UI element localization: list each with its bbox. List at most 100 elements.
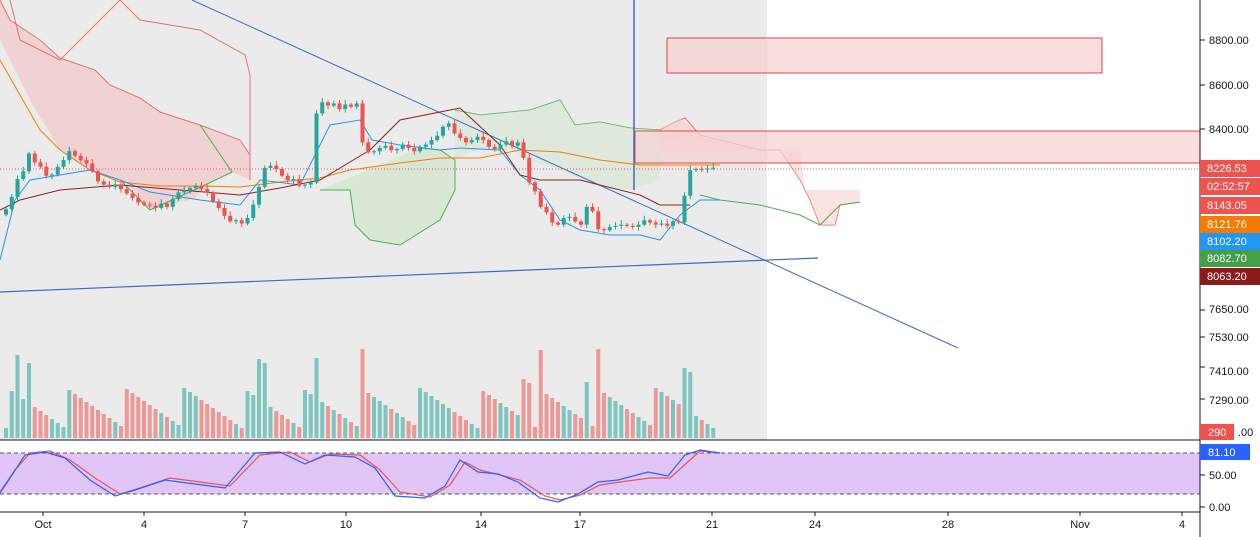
candle-body[interactable] bbox=[533, 182, 537, 192]
candle-body[interactable] bbox=[142, 202, 146, 205]
candle-body[interactable] bbox=[4, 209, 8, 215]
candle-body[interactable] bbox=[343, 104, 348, 109]
candle-body[interactable] bbox=[27, 153, 31, 172]
candle-body[interactable] bbox=[331, 103, 336, 106]
candle-body[interactable] bbox=[636, 224, 641, 227]
candle-body[interactable] bbox=[492, 146, 497, 150]
candle-body[interactable] bbox=[584, 206, 589, 225]
candle-body[interactable] bbox=[44, 166, 49, 176]
candle-body[interactable] bbox=[510, 141, 514, 146]
candle-body[interactable] bbox=[579, 221, 583, 225]
candle-body[interactable] bbox=[308, 182, 313, 185]
candle-body[interactable] bbox=[498, 144, 503, 150]
candle-body[interactable] bbox=[665, 223, 670, 226]
candle-body[interactable] bbox=[688, 170, 693, 196]
candle-body[interactable] bbox=[423, 144, 428, 147]
candle-body[interactable] bbox=[412, 147, 417, 152]
candle-body[interactable] bbox=[366, 142, 371, 153]
candle-body[interactable] bbox=[50, 174, 54, 176]
candle-body[interactable] bbox=[671, 221, 675, 226]
candle-body[interactable] bbox=[153, 205, 158, 208]
candle-body[interactable] bbox=[435, 135, 440, 141]
candle-body[interactable] bbox=[567, 216, 572, 218]
candle-body[interactable] bbox=[176, 192, 181, 200]
candle-body[interactable] bbox=[274, 165, 279, 170]
candle-body[interactable] bbox=[648, 220, 652, 223]
candle-body[interactable] bbox=[320, 102, 325, 114]
candle-body[interactable] bbox=[400, 144, 405, 150]
candle-body[interactable] bbox=[481, 136, 486, 141]
candle-body[interactable] bbox=[268, 165, 273, 168]
descending-trendline[interactable] bbox=[191, 0, 959, 349]
candle-body[interactable] bbox=[32, 153, 37, 163]
candle-body[interactable] bbox=[372, 151, 376, 153]
candle-body[interactable] bbox=[458, 133, 463, 138]
candle-body[interactable] bbox=[193, 185, 198, 188]
candle-body[interactable] bbox=[61, 160, 66, 167]
candle-body[interactable] bbox=[119, 184, 123, 190]
candle-body[interactable] bbox=[211, 192, 215, 202]
candle-body[interactable] bbox=[90, 163, 95, 172]
candle-body[interactable] bbox=[96, 171, 100, 182]
candle-body[interactable] bbox=[78, 155, 83, 161]
candle-body[interactable] bbox=[314, 113, 319, 183]
candle-body[interactable] bbox=[487, 140, 491, 147]
candle-body[interactable] bbox=[147, 204, 152, 206]
candle-body[interactable] bbox=[515, 142, 520, 146]
candle-body[interactable] bbox=[291, 179, 296, 181]
candle-body[interactable] bbox=[285, 175, 290, 181]
candle-body[interactable] bbox=[550, 212, 555, 223]
candle-body[interactable] bbox=[504, 141, 509, 145]
candle-body[interactable] bbox=[234, 220, 238, 222]
candle-body[interactable] bbox=[159, 203, 164, 208]
candle-body[interactable] bbox=[464, 137, 468, 143]
candle-body[interactable] bbox=[349, 104, 353, 107]
candle-body[interactable] bbox=[429, 140, 434, 145]
candle-body[interactable] bbox=[136, 197, 141, 203]
candle-body[interactable] bbox=[452, 123, 457, 134]
candle-body[interactable] bbox=[15, 179, 20, 197]
candle-body[interactable] bbox=[67, 151, 72, 161]
candle-body[interactable] bbox=[170, 199, 175, 207]
candle-body[interactable] bbox=[21, 171, 26, 180]
candle-body[interactable] bbox=[205, 189, 210, 193]
candle-body[interactable] bbox=[188, 187, 192, 191]
candle-body[interactable] bbox=[699, 169, 704, 171]
candle-body[interactable] bbox=[705, 168, 710, 170]
candle-body[interactable] bbox=[130, 193, 135, 198]
candle-body[interactable] bbox=[446, 123, 451, 127]
candle-body[interactable] bbox=[360, 103, 365, 143]
candle-body[interactable] bbox=[406, 144, 411, 148]
candle-body[interactable] bbox=[73, 151, 77, 156]
candle-body[interactable] bbox=[262, 167, 267, 187]
candle-body[interactable] bbox=[630, 225, 635, 227]
candle-body[interactable] bbox=[602, 229, 606, 231]
candle-body[interactable] bbox=[124, 189, 129, 194]
candle-body[interactable] bbox=[395, 149, 399, 151]
candle-body[interactable] bbox=[625, 224, 629, 226]
candle-body[interactable] bbox=[389, 145, 394, 151]
candle-body[interactable] bbox=[469, 140, 474, 143]
candle-body[interactable] bbox=[297, 179, 302, 186]
candle-body[interactable] bbox=[475, 136, 480, 141]
candle-body[interactable] bbox=[101, 181, 106, 185]
candle-body[interactable] bbox=[556, 222, 560, 225]
candle-body[interactable] bbox=[251, 204, 256, 218]
candle-body[interactable] bbox=[538, 191, 543, 207]
candle-body[interactable] bbox=[619, 224, 624, 226]
candle-body[interactable] bbox=[239, 220, 244, 224]
candle-body[interactable] bbox=[544, 206, 549, 213]
candle-body[interactable] bbox=[590, 206, 595, 212]
candle-body[interactable] bbox=[182, 190, 187, 193]
candle-body[interactable] bbox=[9, 196, 14, 210]
candle-body[interactable] bbox=[694, 169, 698, 171]
candle-body[interactable] bbox=[303, 184, 307, 186]
candle-body[interactable] bbox=[337, 103, 342, 109]
candle-body[interactable] bbox=[38, 162, 43, 167]
candle-body[interactable] bbox=[257, 186, 261, 205]
candle-body[interactable] bbox=[527, 157, 532, 183]
candle-body[interactable] bbox=[711, 167, 716, 169]
candle-body[interactable] bbox=[280, 169, 284, 176]
candle-body[interactable] bbox=[659, 223, 664, 225]
